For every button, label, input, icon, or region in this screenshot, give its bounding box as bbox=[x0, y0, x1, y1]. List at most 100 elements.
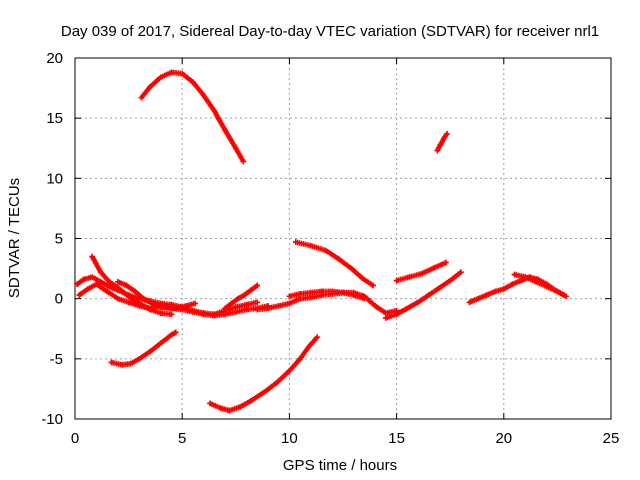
data-point bbox=[335, 256, 342, 262]
data-point bbox=[179, 70, 185, 77]
data-point bbox=[361, 295, 368, 302]
series-arc-high-descending bbox=[293, 239, 376, 289]
data-point bbox=[108, 359, 115, 366]
data-point bbox=[115, 279, 121, 285]
data-point bbox=[425, 292, 432, 298]
data-point bbox=[222, 305, 228, 312]
data-point bbox=[340, 289, 346, 296]
data-point bbox=[140, 295, 147, 302]
data-point bbox=[323, 247, 329, 254]
data-point bbox=[372, 303, 378, 309]
data-point bbox=[80, 276, 87, 283]
data-point bbox=[518, 277, 524, 284]
y-tick-label: 0 bbox=[55, 291, 63, 308]
series-points bbox=[293, 239, 376, 289]
data-point bbox=[475, 295, 481, 302]
data-point bbox=[419, 270, 426, 277]
y-axis-label: SDTVAR / TECUs bbox=[6, 178, 23, 298]
x-tick-label: 15 bbox=[388, 430, 405, 447]
chart-title: Day 039 of 2017, Sidereal Day-to-day VTE… bbox=[61, 23, 599, 40]
data-point bbox=[147, 306, 153, 313]
data-point bbox=[383, 315, 389, 321]
data-point bbox=[543, 283, 550, 290]
data-point bbox=[192, 300, 198, 307]
data-point bbox=[226, 407, 233, 414]
data-point bbox=[393, 277, 400, 284]
data-point bbox=[492, 288, 499, 295]
data-point bbox=[211, 312, 218, 319]
data-point bbox=[265, 305, 271, 312]
data-point bbox=[406, 274, 413, 280]
x-tick-label: 25 bbox=[603, 430, 620, 447]
data-point bbox=[93, 281, 100, 288]
data-point bbox=[74, 281, 80, 288]
x-axis-label: GPS time / hours bbox=[283, 457, 397, 474]
data-point bbox=[132, 288, 138, 295]
data-point bbox=[243, 301, 250, 308]
data-point bbox=[104, 288, 110, 295]
data-point bbox=[466, 299, 473, 306]
series-points bbox=[511, 271, 569, 300]
data-point bbox=[147, 348, 153, 355]
data-point bbox=[222, 127, 228, 133]
series-rise-8h bbox=[222, 282, 261, 312]
data-point bbox=[200, 311, 207, 318]
data-point bbox=[511, 271, 518, 278]
y-tick-label: 20 bbox=[46, 50, 63, 67]
y-tick-label: 5 bbox=[55, 231, 63, 248]
data-point bbox=[370, 282, 376, 289]
data-point bbox=[260, 389, 267, 396]
data-point bbox=[563, 293, 569, 300]
data-point bbox=[97, 279, 104, 285]
data-point bbox=[237, 404, 243, 410]
data-point bbox=[168, 331, 175, 338]
data-point bbox=[76, 292, 83, 298]
data-point bbox=[125, 293, 132, 300]
data-point bbox=[241, 292, 248, 298]
data-point bbox=[522, 274, 529, 280]
data-point bbox=[254, 306, 261, 313]
series-arc-high-peak bbox=[138, 69, 247, 165]
data-point bbox=[404, 305, 411, 312]
data-point bbox=[318, 288, 325, 295]
grid bbox=[75, 58, 611, 419]
data-point bbox=[243, 306, 250, 313]
data-point bbox=[436, 285, 443, 291]
data-point bbox=[437, 141, 444, 148]
series-right-cluster-2 bbox=[511, 271, 569, 300]
data-point bbox=[89, 274, 95, 280]
series-band-c bbox=[89, 253, 175, 318]
y-tick-label: 15 bbox=[46, 110, 63, 127]
data-point bbox=[217, 405, 224, 411]
data-point bbox=[359, 275, 366, 282]
data-point bbox=[207, 400, 213, 407]
data-point bbox=[533, 279, 539, 285]
data-point bbox=[308, 294, 314, 301]
data-point bbox=[222, 311, 228, 318]
data-point bbox=[286, 293, 293, 300]
data-point bbox=[443, 259, 449, 266]
x-tick-label: 5 bbox=[178, 430, 186, 447]
data-point bbox=[162, 304, 168, 310]
series-right-band bbox=[383, 269, 464, 321]
data-point bbox=[329, 288, 336, 295]
data-point bbox=[554, 288, 561, 295]
data-point bbox=[348, 265, 355, 272]
series-mid-band-2 bbox=[286, 288, 368, 302]
data-point bbox=[172, 305, 179, 312]
series-points bbox=[383, 269, 464, 321]
data-point bbox=[415, 299, 421, 306]
data-point bbox=[308, 289, 314, 296]
data-point bbox=[89, 253, 95, 260]
data-point bbox=[509, 281, 516, 288]
data-point bbox=[248, 287, 254, 294]
data-point bbox=[151, 301, 158, 308]
x-tick-label: 10 bbox=[281, 430, 298, 447]
data-point bbox=[115, 295, 121, 302]
series-arc-short-17h bbox=[434, 131, 450, 154]
y-tick-label: -5 bbox=[50, 351, 63, 368]
data-point bbox=[444, 131, 450, 137]
data-point bbox=[432, 264, 438, 271]
data-point bbox=[172, 329, 179, 336]
data-point bbox=[136, 356, 143, 362]
